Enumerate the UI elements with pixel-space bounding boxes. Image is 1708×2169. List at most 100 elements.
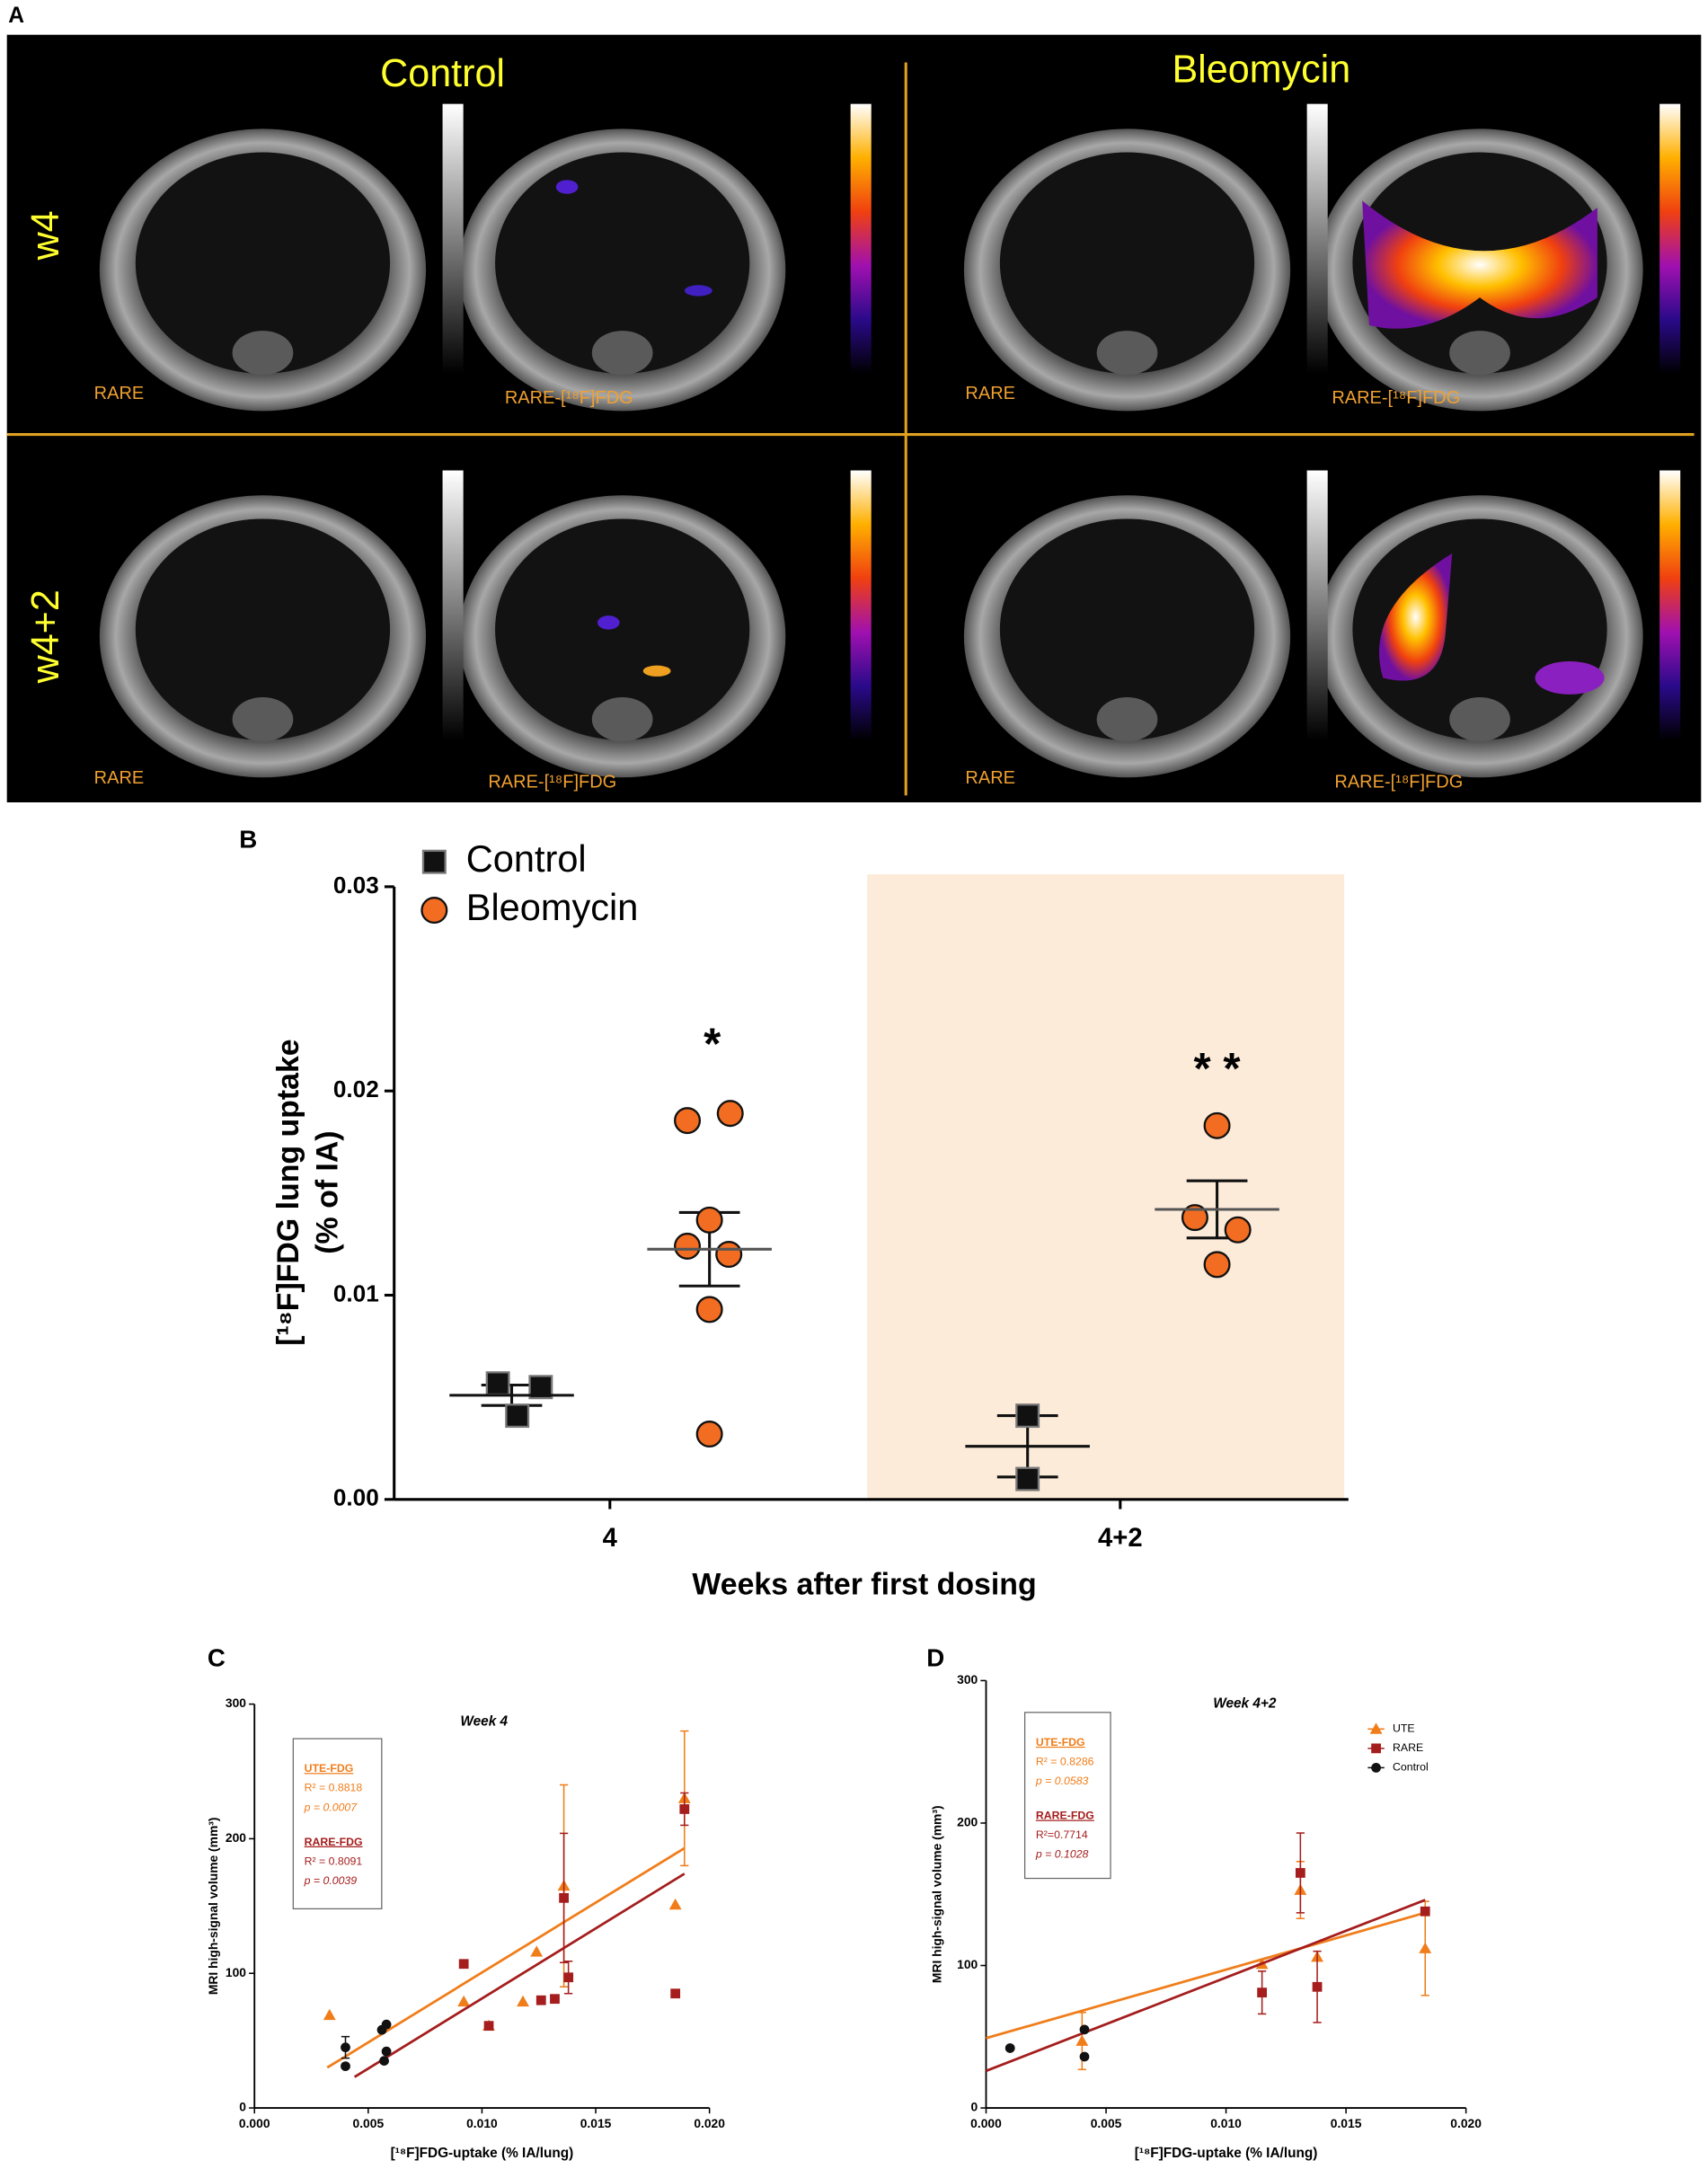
panel-letter: C (208, 1644, 226, 1672)
row-title: w4+2 (24, 589, 67, 684)
colorbar (1306, 470, 1328, 740)
chart-title: Week 4+2 (1213, 1696, 1277, 1712)
stats-text: UTE-FDG (305, 1762, 354, 1775)
x-tick-label: 0.015 (580, 2116, 612, 2130)
data-point (674, 1232, 702, 1260)
scan-spine (1449, 331, 1510, 376)
legend-marker (420, 897, 448, 925)
x-tick-label: 0.015 (1331, 2116, 1362, 2130)
image-label: RARE-[¹⁸F]FDG (1334, 773, 1463, 792)
data-point (1015, 1466, 1040, 1492)
column-title: Control (380, 52, 505, 95)
data-point (715, 1241, 743, 1269)
fit-line (353, 1872, 686, 2078)
scan-lung (999, 152, 1255, 374)
x-tick-label: 4 (603, 1524, 618, 1553)
x-tick-label: 0.010 (1210, 2116, 1242, 2130)
scan-spine (1449, 697, 1510, 742)
data-point (535, 1995, 546, 2005)
data-point (1079, 2051, 1090, 2062)
scan-lung (135, 518, 391, 740)
y-axis-label: [¹⁸F]FDG lung uptake (271, 1039, 305, 1345)
data-point (1295, 1868, 1305, 1878)
legend-label: Bleomycin (466, 886, 639, 928)
stats-text: UTE-FDG (1036, 1736, 1085, 1748)
scan-lung (495, 518, 750, 740)
legend-label: Control (466, 837, 587, 880)
y-tick-label: 100 (226, 1965, 246, 1979)
y-tick-label: 0.00 (333, 1484, 379, 1511)
stats-text: p = 0.0039 (304, 1874, 358, 1887)
x-tick-label: 0.010 (466, 2116, 498, 2130)
x-tick-label: 0.000 (970, 2116, 1002, 2130)
uptake-spot (684, 285, 712, 297)
data-point (458, 1959, 469, 1970)
data-point (483, 2021, 494, 2032)
data-point (563, 1972, 574, 1983)
panel-letter: B (239, 825, 257, 853)
data-point (679, 1804, 690, 1814)
data-point (1419, 1942, 1432, 1953)
y-tick-label: 200 (957, 1815, 978, 1829)
colorbar (1659, 103, 1681, 374)
stats-text: R² = 0.8818 (305, 1782, 363, 1794)
data-point (1312, 1981, 1323, 1992)
x-tick-label: 0.005 (353, 2116, 385, 2130)
x-tick-label: 0.020 (1450, 2116, 1482, 2130)
image-label: RARE (94, 768, 145, 788)
data-point (505, 1403, 530, 1429)
scan-spine (591, 331, 653, 376)
stats-text: R² = 0.8091 (305, 1855, 363, 1867)
image-label: RARE (94, 384, 145, 403)
x-tick-label: 0.020 (694, 2116, 725, 2130)
uptake-region (1362, 200, 1597, 329)
data-point (695, 1421, 723, 1448)
data-point (517, 1995, 529, 2007)
panel-letter: D (926, 1644, 944, 1672)
data-point (341, 2061, 350, 2072)
y-axis-label: MRI high-signal volume (mm³) (929, 1805, 943, 1983)
y-tick-label: 0.02 (333, 1076, 379, 1102)
uptake-spot (597, 615, 620, 630)
y-tick-label: 200 (226, 1830, 246, 1845)
stats-text: p = 0.1028 (1035, 1848, 1089, 1861)
panel-letter: A (8, 4, 24, 28)
data-point (485, 1371, 510, 1396)
x-axis-label: Weeks after first dosing (692, 1568, 1036, 1602)
legend-marker (421, 849, 447, 874)
data-point (1224, 1216, 1252, 1244)
uptake-spot (642, 665, 671, 677)
stats-text: p = 0.0583 (1035, 1775, 1089, 1787)
y-tick-label: 0 (971, 2100, 978, 2114)
y-tick-label: 0.01 (333, 1279, 379, 1306)
x-axis-label: [¹⁸F]FDG-uptake (% IA/lung) (391, 2146, 574, 2161)
fit-line (985, 1899, 1426, 2073)
uptake-region (1535, 660, 1605, 695)
data-point (695, 1206, 723, 1234)
fit-line (326, 1846, 686, 2069)
chart-title: Week 4 (460, 1714, 508, 1730)
data-point (1371, 1763, 1381, 1773)
data-point (1004, 2043, 1015, 2053)
y-tick-label: 0 (239, 2100, 246, 2114)
data-point (1075, 2034, 1089, 2046)
annotation: * (704, 1019, 721, 1068)
stats-box (1023, 1712, 1111, 1880)
legend-label: Control (1393, 1761, 1429, 1774)
y-tick-label: 100 (957, 1957, 978, 1971)
stats-text: RARE-FDG (305, 1836, 363, 1848)
stats-text: RARE-FDG (1036, 1810, 1094, 1822)
colorbar (442, 470, 464, 740)
image-label: RARE (965, 384, 1015, 403)
y-tick-label: 300 (226, 1695, 246, 1710)
image-label: RARE-[¹⁸F]FDG (505, 388, 633, 408)
legend-label: RARE (1393, 1741, 1423, 1754)
data-point (1203, 1251, 1231, 1279)
data-point (1420, 1906, 1430, 1917)
y-tick-label: 0.03 (333, 872, 379, 899)
scan-lung (999, 518, 1255, 740)
colorbar (1659, 470, 1681, 740)
colorbar (442, 103, 464, 374)
scan-spine (232, 697, 294, 742)
